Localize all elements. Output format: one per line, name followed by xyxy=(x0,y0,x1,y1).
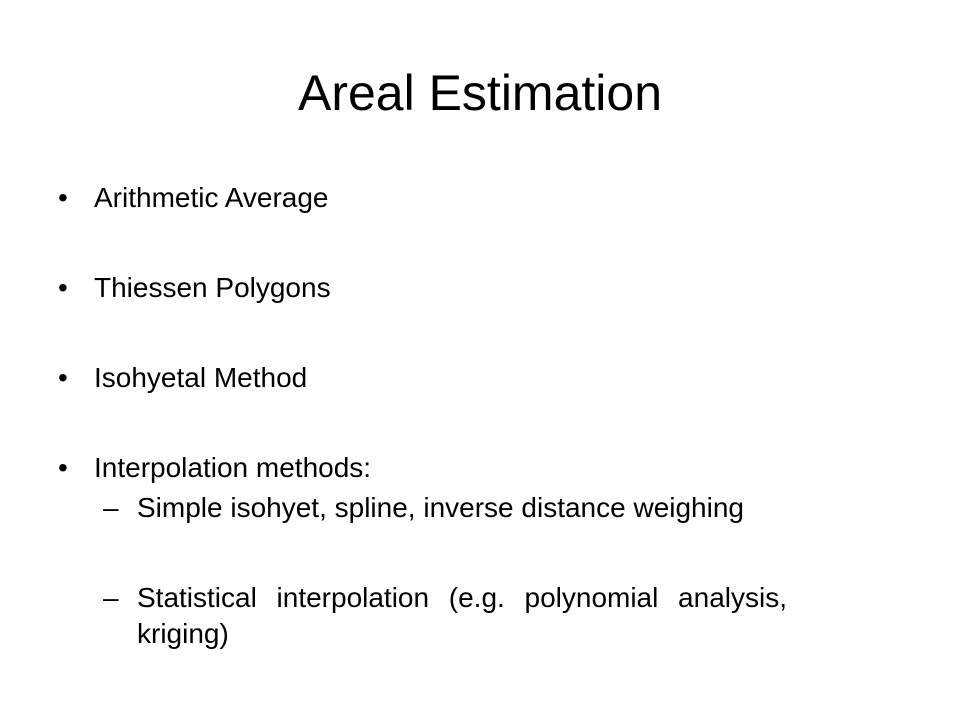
bullet-item-arithmetic-average: • Arithmetic Average xyxy=(58,181,329,215)
bullet-dot-icon: • xyxy=(58,362,68,393)
sub-bullet-dash-icon: – xyxy=(103,492,119,523)
sub-bullet-statistical-interpolation: – Statistical interpolation (e.g. polyno… xyxy=(103,580,787,652)
bullet-text: Isohyetal Method xyxy=(94,362,308,393)
bullet-dot-icon: • xyxy=(58,452,68,483)
sub-bullet-text: Statistical interpolation (e.g. polynomi… xyxy=(137,582,787,649)
bullet-dot-icon: • xyxy=(58,182,68,213)
bullet-dot-icon: • xyxy=(58,272,68,303)
bullet-text: Arithmetic Average xyxy=(94,182,329,213)
bullet-item-thiessen-polygons: • Thiessen Polygons xyxy=(58,271,331,305)
sub-bullet-simple-isohyet: – Simple isohyet, spline, inverse distan… xyxy=(103,490,787,526)
sub-bullet-text: Simple isohyet, spline, inverse distance… xyxy=(137,492,744,523)
bullet-item-isohyetal-method: • Isohyetal Method xyxy=(58,361,307,395)
sub-bullet-dash-icon: – xyxy=(103,582,119,613)
bullet-text: Thiessen Polygons xyxy=(94,272,331,303)
bullet-text: Interpolation methods: xyxy=(94,452,372,483)
bullet-item-interpolation-methods: • Interpolation methods: xyxy=(58,451,371,485)
slide-title: Areal Estimation xyxy=(297,65,663,121)
